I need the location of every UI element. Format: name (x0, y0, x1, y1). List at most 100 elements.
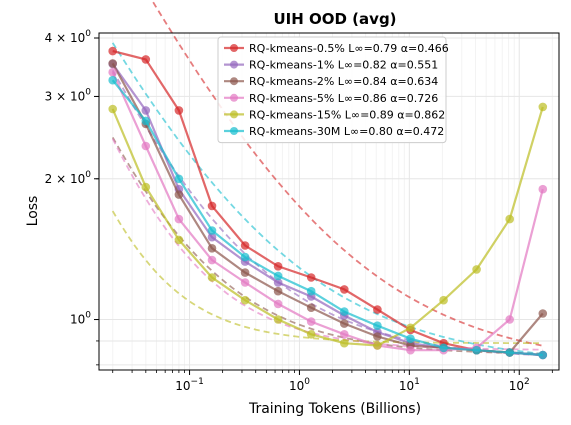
data-point (406, 334, 415, 344)
data-point (505, 315, 514, 324)
data-point (373, 332, 382, 341)
x-tick-label: 10−1 (175, 377, 204, 393)
data-point (306, 286, 316, 296)
data-point (207, 255, 217, 265)
legend-label: RQ-kmeans-0.5% L∞=0.79 α=0.466 (249, 42, 449, 55)
data-point (472, 345, 481, 355)
legend-label: RQ-kmeans-5% L∞=0.86 α=0.726 (249, 92, 438, 105)
y-tick-label: 4 × 100 (45, 29, 92, 45)
legend-swatch-marker (230, 93, 238, 102)
data-point (141, 141, 151, 151)
chart-title: UIH OOD (avg) (273, 10, 396, 28)
data-point (505, 214, 514, 224)
data-point (207, 273, 217, 282)
data-point (174, 174, 184, 184)
y-tick-base: 4 × 10 (45, 31, 86, 45)
data-point (306, 330, 316, 339)
plot-frame (98, 32, 560, 371)
data-point (108, 59, 117, 68)
data-point (108, 75, 117, 85)
data-point (472, 265, 481, 274)
fit-curve-4 (111, 210, 543, 345)
x-tick-base: 10 (175, 379, 190, 393)
data-point (340, 338, 349, 348)
data-point (273, 286, 283, 296)
data-point (240, 241, 250, 250)
data-point (141, 116, 151, 126)
y-tick-base: 3 × 10 (45, 89, 86, 103)
data-point (306, 317, 316, 326)
x-tick-label: 101 (399, 377, 420, 393)
data-point (108, 46, 117, 56)
legend-label: RQ-kmeans-15% L∞=0.89 α=0.862 (249, 108, 445, 121)
x-tick-label: 102 (509, 377, 530, 393)
fit-curve-2 (111, 136, 543, 355)
data-point (141, 55, 151, 64)
data-point (273, 315, 283, 324)
data-point (108, 67, 117, 77)
series-line (111, 71, 544, 352)
x-tick-base: 10 (289, 379, 304, 393)
data-point (273, 278, 283, 287)
data-point (240, 268, 250, 277)
data-point (538, 309, 548, 318)
series-line (111, 79, 543, 357)
data-point (207, 226, 217, 235)
x-axis-label: Training Tokens (Billions) (248, 401, 421, 417)
fit-curve-0 (150, 0, 543, 347)
y-tick-exponent: 0 (85, 170, 91, 180)
data-point (273, 271, 283, 281)
data-point (108, 104, 117, 114)
x-tick-exponent: 2 (524, 377, 530, 387)
data-point (340, 307, 349, 316)
data-point (174, 190, 184, 199)
data-point (340, 285, 349, 294)
series-lines (108, 46, 548, 360)
legend-swatch-marker (230, 77, 238, 86)
data-point (207, 244, 217, 253)
data-point (373, 305, 382, 314)
data-point (340, 330, 349, 339)
x-tick-base: 10 (399, 379, 414, 393)
series-line (111, 106, 544, 347)
legend: RQ-kmeans-0.5% L∞=0.79 α=0.466 RQ-kmeans-… (217, 36, 449, 144)
x-tick-exponent: −1 (191, 377, 204, 387)
data-point (240, 278, 250, 287)
data-point (207, 232, 217, 242)
data-point (306, 273, 316, 282)
legend-swatch-marker (230, 127, 238, 135)
x-tick-exponent: 0 (304, 377, 310, 387)
legend-swatch-marker (230, 60, 238, 69)
legend-swatch-marker (230, 110, 238, 119)
y-tick-label: 3 × 100 (45, 87, 92, 103)
data-point (174, 235, 184, 245)
data-point (373, 321, 382, 331)
legend-label: RQ-kmeans-2% L∞=0.84 α=0.634 (249, 75, 438, 88)
legend-box (217, 36, 447, 144)
data-point (538, 102, 548, 112)
fit-curve-5 (111, 42, 543, 355)
x-tick-exponent: 1 (414, 377, 420, 387)
fit-curve-1 (111, 69, 543, 357)
data-point (538, 350, 548, 360)
y-tick-base: 10 (70, 313, 85, 327)
data-point (306, 303, 316, 313)
y-tick-label: 100 (70, 311, 91, 327)
data-point (207, 201, 217, 211)
series-5 (108, 75, 548, 360)
y-tick-exponent: 0 (85, 87, 91, 97)
data-point (373, 341, 382, 350)
fit-curve-3 (111, 138, 543, 351)
grid (99, 33, 559, 370)
x-tick-base: 10 (509, 379, 524, 393)
data-point (240, 295, 250, 305)
data-point (174, 214, 184, 224)
data-point (538, 184, 548, 194)
legend-label: RQ-kmeans-1% L∞=0.82 α=0.551 (249, 59, 438, 72)
data-point (240, 252, 250, 262)
data-point (273, 299, 283, 309)
data-point (439, 295, 448, 305)
data-point (439, 343, 448, 353)
